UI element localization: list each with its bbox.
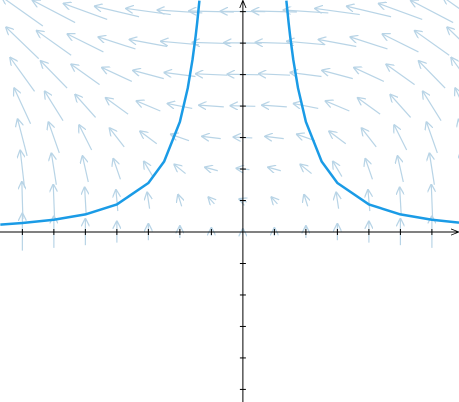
- field-arrow: [53, 185, 54, 217]
- field-arrow: [347, 6, 392, 18]
- field-arrow: [196, 74, 228, 75]
- field-arrow: [431, 185, 432, 217]
- field-arrow: [10, 58, 36, 92]
- field-arrow: [85, 187, 86, 214]
- field-arrow: [415, 31, 450, 56]
- vector-field: [2, 0, 459, 251]
- field-arrow: [133, 70, 164, 80]
- field-arrow: [455, 88, 459, 98]
- field-arrow: [400, 187, 401, 214]
- field-arrow: [304, 195, 308, 207]
- field-arrow: [325, 101, 350, 112]
- field-arrow: [423, 91, 442, 121]
- field-arrow: [354, 68, 385, 82]
- field-arrow: [20, 150, 24, 188]
- field-arrow: [98, 37, 136, 50]
- field-arrow: [45, 91, 64, 121]
- field-arrow: [394, 125, 408, 151]
- field-arrow: [22, 182, 23, 220]
- field-arrow: [51, 153, 57, 185]
- field-arrow: [271, 197, 277, 204]
- field-arrow: [419, 61, 446, 89]
- curve: [0, 0, 459, 226]
- field-arrow: [368, 190, 370, 212]
- field-arrow: [300, 164, 312, 175]
- field-arrow: [265, 136, 284, 138]
- field-arrow: [18, 119, 28, 156]
- field-arrow: [379, 4, 423, 21]
- field-arrow: [208, 197, 214, 204]
- field-arrow: [382, 34, 419, 53]
- field-arrow: [116, 190, 118, 212]
- field-arrow: [110, 128, 125, 148]
- field-arrow: [147, 192, 149, 209]
- field-arrow: [390, 95, 412, 118]
- field-arrow: [294, 104, 319, 109]
- field-arrow: [178, 195, 182, 207]
- field-arrow: [144, 161, 154, 177]
- field-arrow: [33, 0, 76, 24]
- field-arrow: [102, 68, 133, 82]
- field-arrow: [443, 0, 459, 10]
- field-arrow: [130, 39, 168, 48]
- field-arrow: [411, 0, 454, 24]
- field-arrow: [397, 156, 404, 183]
- field-arrow: [315, 8, 360, 16]
- field-arrow: [322, 70, 353, 80]
- field-arrow: [350, 37, 388, 50]
- field-arrow: [41, 61, 68, 89]
- field-arrow: [202, 136, 221, 138]
- field-arrow: [447, 27, 459, 40]
- field-arrow: [113, 159, 121, 180]
- field-arrow: [262, 105, 287, 107]
- field-arrow: [140, 131, 158, 145]
- field-arrow: [75, 95, 97, 118]
- field-arrow: [67, 34, 104, 53]
- field-arrow: [386, 64, 415, 86]
- field-arrow: [358, 98, 381, 115]
- field-arrow: [64, 4, 108, 21]
- field-arrow: [6, 27, 40, 60]
- field-arrow: [37, 31, 72, 56]
- field-arrow: [174, 164, 186, 175]
- field-arrow: [259, 74, 291, 75]
- field-arrow: [268, 167, 281, 171]
- field-arrow: [199, 105, 224, 107]
- field-arrow: [329, 131, 347, 145]
- field-arrow: [82, 156, 89, 183]
- field-arrow: [205, 167, 218, 171]
- field-arrow: [48, 122, 60, 154]
- field-arrow: [319, 39, 357, 48]
- field-arrow: [106, 98, 129, 115]
- field-arrow: [426, 122, 438, 154]
- field-arrow: [365, 159, 374, 180]
- field-arrow: [71, 64, 100, 86]
- field-arrow: [336, 192, 338, 209]
- field-arrow: [14, 88, 32, 125]
- field-arrow: [429, 153, 435, 185]
- field-arrow: [136, 101, 161, 112]
- field-arrow: [451, 58, 459, 70]
- field-arrow: [333, 161, 343, 177]
- field-arrow: [168, 104, 193, 109]
- field-arrow: [362, 128, 377, 148]
- field-arrow: [79, 125, 93, 151]
- field-arrow: [2, 0, 44, 27]
- field-arrow: [126, 8, 171, 16]
- field-arrow: [95, 6, 140, 18]
